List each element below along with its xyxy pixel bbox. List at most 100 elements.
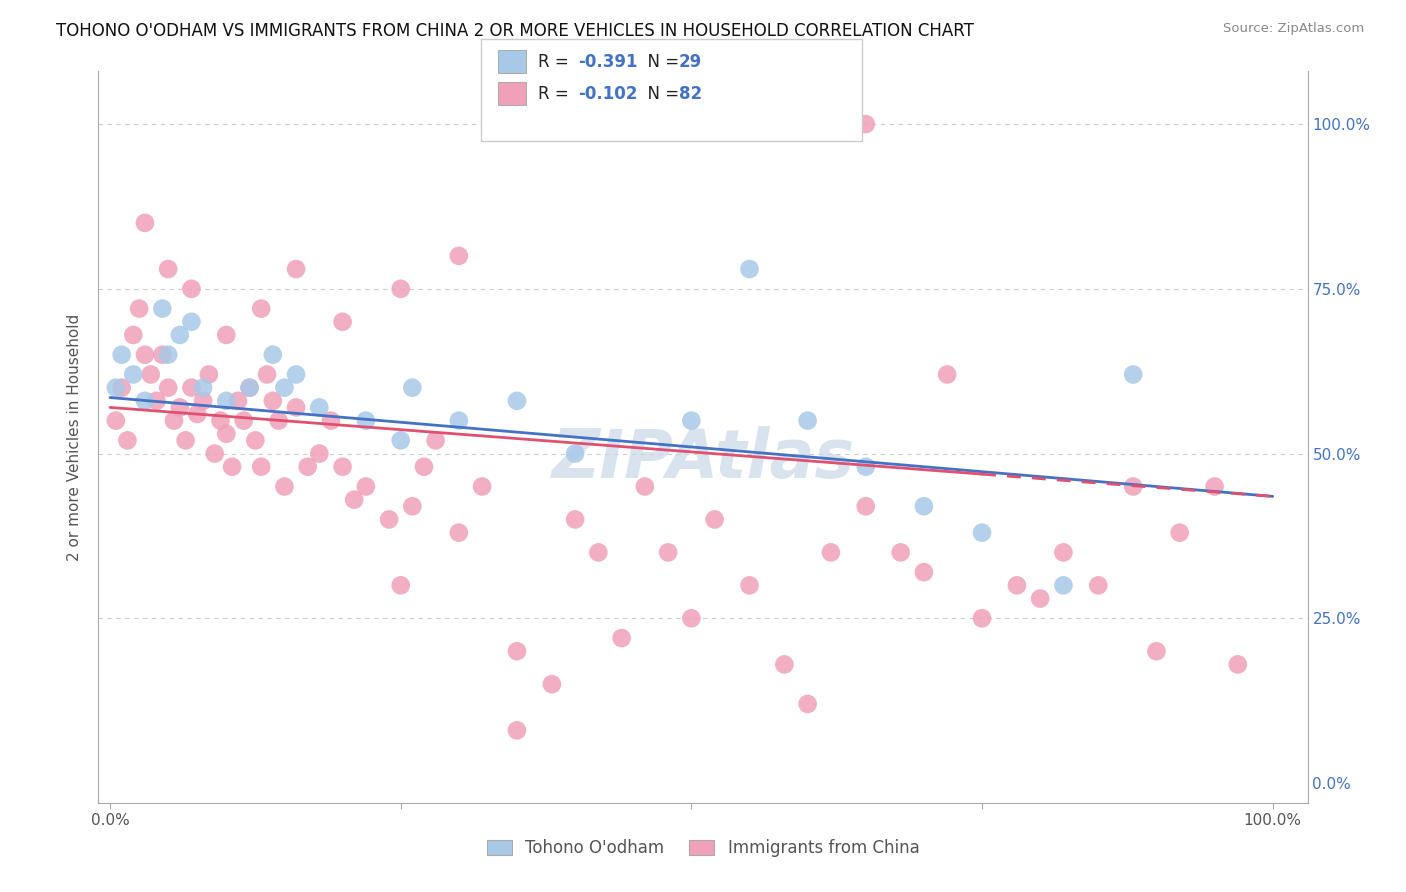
Point (215, 426, 238, 441)
Point (610, 631, 633, 645)
Point (134, 348, 156, 362)
Text: R =: R = (538, 85, 575, 103)
Point (239, 381, 262, 395)
Point (215, 327, 238, 342)
Point (256, 368, 278, 382)
Point (232, 414, 254, 428)
Point (150, 348, 173, 362)
Point (117, 434, 139, 448)
Point (912, 565, 935, 579)
Point (104, 414, 127, 428)
Point (401, 381, 423, 395)
Point (1052, 545, 1074, 559)
Point (506, 393, 529, 408)
Point (285, 401, 308, 415)
Point (447, 414, 470, 428)
Point (1122, 479, 1144, 493)
Point (506, 644, 529, 658)
Text: N =: N = (637, 53, 685, 70)
Point (180, 381, 202, 395)
Point (447, 249, 470, 263)
Point (540, 677, 562, 691)
Point (1226, 657, 1249, 672)
Point (297, 459, 319, 474)
Point (319, 414, 342, 428)
Point (681, 414, 703, 428)
Text: TOHONO O'ODHAM VS IMMIGRANTS FROM CHINA 2 OR MORE VEHICLES IN HOUSEHOLD CORRELAT: TOHONO O'ODHAM VS IMMIGRANTS FROM CHINA … (56, 22, 974, 40)
Point (308, 446, 330, 460)
Point (634, 479, 657, 493)
Point (308, 401, 330, 415)
Text: ZIPAtlas: ZIPAtlas (551, 426, 855, 492)
Legend: Tohono O'odham, Immigrants from China: Tohono O'odham, Immigrants from China (479, 832, 927, 864)
Point (1087, 578, 1109, 592)
Point (681, 611, 703, 625)
Point (564, 512, 586, 526)
Text: R =: R = (538, 53, 575, 70)
Point (150, 301, 173, 316)
Point (970, 525, 993, 540)
Point (738, 578, 761, 592)
Point (145, 393, 167, 408)
Point (936, 368, 959, 382)
Point (250, 301, 273, 316)
Point (1204, 479, 1226, 493)
Point (773, 657, 796, 672)
Point (111, 381, 134, 395)
Text: N =: N = (637, 85, 685, 103)
Point (703, 512, 725, 526)
Text: 82: 82 (679, 85, 702, 103)
Point (262, 393, 284, 408)
Point (174, 434, 197, 448)
Point (209, 414, 232, 428)
Point (245, 434, 267, 448)
Point (104, 381, 127, 395)
Point (111, 348, 134, 362)
Point (738, 262, 761, 277)
Point (564, 446, 586, 460)
Point (855, 459, 877, 474)
Text: -0.391: -0.391 (578, 53, 637, 70)
Point (890, 545, 912, 559)
Point (970, 611, 993, 625)
Point (506, 723, 529, 738)
Point (389, 578, 412, 592)
Point (413, 459, 436, 474)
Point (332, 459, 354, 474)
Point (332, 315, 354, 329)
Point (180, 315, 202, 329)
Point (134, 216, 156, 230)
Point (588, 545, 610, 559)
Point (855, 117, 877, 131)
Point (169, 327, 191, 342)
Point (250, 459, 273, 474)
Point (354, 414, 377, 428)
Point (122, 327, 145, 342)
Point (157, 381, 180, 395)
Point (471, 479, 494, 493)
Point (157, 262, 180, 277)
Point (204, 446, 226, 460)
Point (273, 381, 295, 395)
Y-axis label: 2 or more Vehicles in Household: 2 or more Vehicles in Household (67, 313, 83, 561)
Text: -0.102: -0.102 (578, 85, 637, 103)
Point (1168, 525, 1191, 540)
Point (1029, 591, 1052, 606)
Point (262, 348, 284, 362)
Point (191, 393, 214, 408)
Point (389, 434, 412, 448)
Point (134, 393, 156, 408)
Point (1005, 578, 1028, 592)
Point (169, 401, 191, 415)
Text: Source: ZipAtlas.com: Source: ZipAtlas.com (1223, 22, 1364, 36)
Point (425, 434, 447, 448)
Text: 29: 29 (679, 53, 703, 70)
Point (1052, 578, 1074, 592)
Point (820, 545, 842, 559)
Point (401, 500, 423, 514)
Point (239, 381, 262, 395)
Point (163, 414, 186, 428)
Point (378, 512, 401, 526)
Point (273, 479, 295, 493)
Point (215, 393, 238, 408)
